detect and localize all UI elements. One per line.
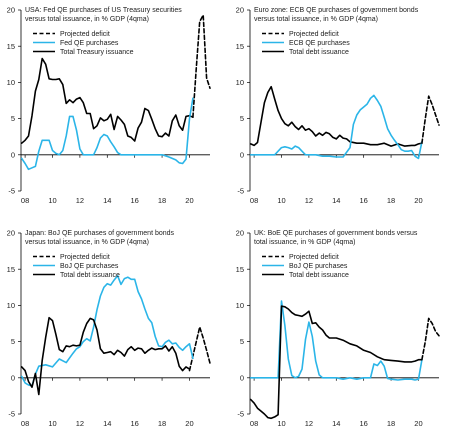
- y-tick-label: 10: [7, 301, 15, 310]
- y-tick-label: 15: [7, 42, 15, 51]
- x-tick-label: 14: [332, 419, 340, 428]
- legend-label: Total debt issuance: [289, 49, 349, 56]
- series-line-total-debt-issuance: [249, 85, 423, 147]
- series-line-projected-deficit: [421, 317, 440, 361]
- y-tick-label: -5: [8, 187, 15, 196]
- y-tick-label: 15: [236, 42, 244, 51]
- series-line-total-debt-issuance: [249, 305, 423, 420]
- x-tick-label: 18: [387, 419, 395, 428]
- series-line-projected-deficit: [421, 95, 440, 144]
- x-tick-label: 20: [185, 196, 193, 205]
- y-tick-label: 10: [7, 78, 15, 87]
- y-tick-label: 10: [236, 301, 244, 310]
- legend-label: Total Treasury issuance: [60, 49, 134, 56]
- x-tick-label: 08: [21, 196, 29, 205]
- y-tick-label: 15: [236, 265, 244, 274]
- series-line-boj-qe-purchases: [249, 300, 423, 381]
- chart-panel-euro-zone: -5 0 5 10 15 20 08 10 12 14 16 18 20 Euro zone: ECB Q…: [236, 6, 440, 205]
- y-tick-label: 20: [236, 6, 244, 15]
- x-tick-label: 12: [76, 196, 84, 205]
- x-tick-label: 14: [103, 419, 111, 428]
- y-tick-label: -5: [8, 410, 15, 419]
- y-tick-label: -5: [237, 187, 244, 196]
- series-line-total-treasury-issuance: [20, 57, 194, 144]
- x-tick-label: 08: [21, 419, 29, 428]
- chart-title: UK: BoE QE purchases of government bonds…: [254, 230, 418, 246]
- x-tick-label: 14: [103, 196, 111, 205]
- legend-label: Projected deficit: [60, 31, 110, 38]
- x-tick-label: 16: [360, 419, 368, 428]
- legend-label: Total debt issuance: [60, 272, 120, 279]
- x-tick-label: 18: [158, 419, 166, 428]
- x-tick-label: 10: [48, 196, 56, 205]
- series-line-boj-qe-purchases: [20, 274, 194, 387]
- legend-label: Total debt issuance: [289, 272, 349, 279]
- y-tick-label: 5: [11, 337, 15, 346]
- x-tick-label: 16: [131, 196, 139, 205]
- y-tick-label: 0: [240, 150, 244, 159]
- x-tick-label: 20: [414, 196, 422, 205]
- chart-panel-japan: -5 0 5 10 15 20 08 10 12 14 16 18 20 Japan: BoJ QE pu…: [7, 229, 211, 428]
- chart-title: Japan: BoJ QE purchases of government bo…: [25, 230, 175, 246]
- chart-panel-usa: -5 0 5 10 15 20 08 10 12 14 16 18 20 USA: Fed QE purc…: [7, 6, 211, 205]
- y-tick-label: 20: [7, 6, 15, 15]
- legend-label: Projected deficit: [289, 254, 339, 261]
- series-line-projected-deficit: [188, 326, 211, 372]
- x-tick-label: 18: [387, 196, 395, 205]
- legend-label: BoJ QE purchases: [289, 263, 348, 270]
- series-line-fed-qe-purchases: [20, 97, 194, 171]
- legend-label: ECB QE purchases: [289, 40, 350, 47]
- x-tick-label: 20: [414, 419, 422, 428]
- x-tick-label: 12: [305, 419, 313, 428]
- x-tick-label: 10: [277, 196, 285, 205]
- y-tick-label: 5: [240, 337, 244, 346]
- y-tick-label: 20: [236, 229, 244, 238]
- y-tick-label: 20: [7, 229, 15, 238]
- legend-label: Fed QE purchases: [60, 40, 119, 47]
- x-tick-label: 10: [48, 419, 56, 428]
- legend-label: BoJ QE purchases: [60, 263, 119, 270]
- x-tick-label: 18: [158, 196, 166, 205]
- legend-label: Projected deficit: [60, 254, 110, 261]
- y-tick-label: 5: [11, 114, 15, 123]
- x-tick-label: 14: [332, 196, 340, 205]
- y-tick-label: 0: [11, 150, 15, 159]
- y-tick-label: 10: [236, 78, 244, 87]
- x-tick-label: 16: [131, 419, 139, 428]
- x-tick-label: 20: [185, 419, 193, 428]
- x-tick-label: 12: [305, 196, 313, 205]
- series-line-projected-deficit: [192, 14, 211, 118]
- x-tick-label: 08: [250, 419, 258, 428]
- y-tick-label: -5: [237, 410, 244, 419]
- chart-title: USA: Fed QE purchases of US Treasury sec…: [25, 7, 182, 23]
- series-line-total-debt-issuance: [20, 316, 191, 396]
- chart-panel-uk: -5 0 5 10 15 20 08 10 12 14 16 18 20 UK: BoE QE purch…: [236, 229, 440, 428]
- x-tick-label: 08: [250, 196, 258, 205]
- y-tick-label: 0: [11, 373, 15, 382]
- series-line-ecb-qe-purchases: [249, 94, 423, 160]
- y-tick-label: 0: [240, 373, 244, 382]
- y-tick-label: 5: [240, 114, 244, 123]
- chart-title: Euro zone: ECB QE purchases of governmen…: [254, 7, 419, 23]
- x-tick-label: 10: [277, 419, 285, 428]
- x-tick-label: 16: [360, 196, 368, 205]
- x-tick-label: 12: [76, 419, 84, 428]
- legend-label: Projected deficit: [289, 31, 339, 38]
- y-tick-label: 15: [7, 265, 15, 274]
